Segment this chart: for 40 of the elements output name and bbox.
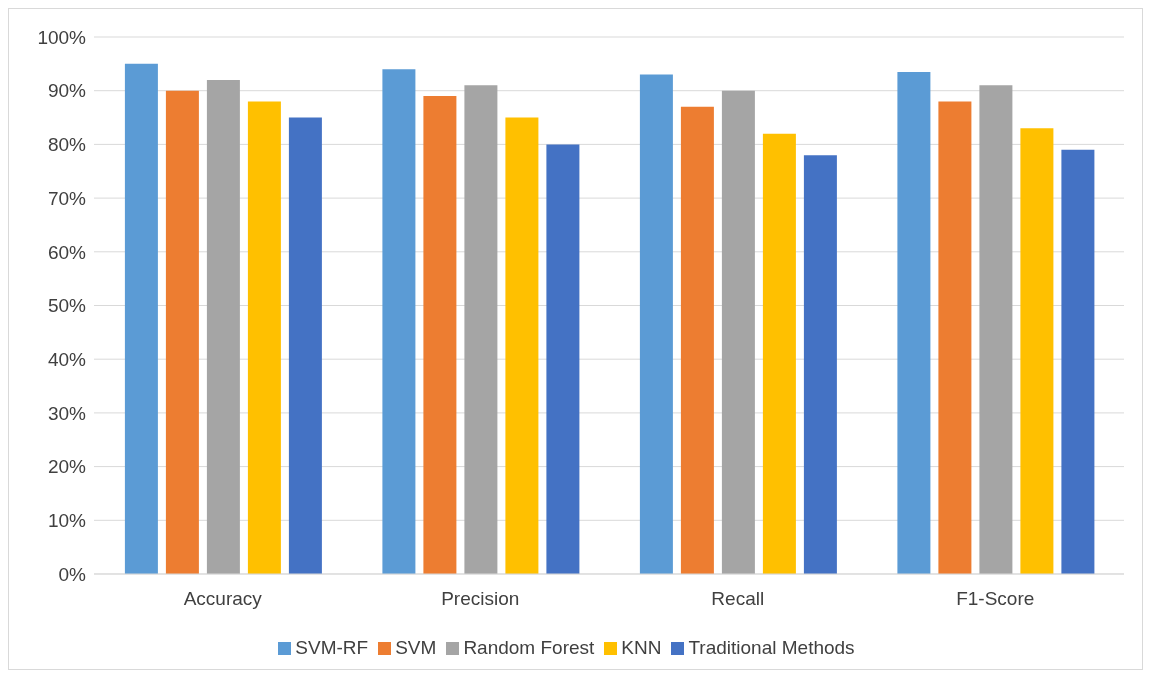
bar — [247, 101, 281, 574]
bar — [124, 63, 158, 574]
bar — [505, 117, 539, 574]
y-tick-label: 80% — [47, 134, 87, 156]
x-tick-label: F1-Score — [956, 588, 1035, 610]
y-tick-label: 40% — [47, 348, 87, 370]
bar — [803, 155, 837, 574]
bar — [165, 90, 199, 574]
y-tick-label: 50% — [47, 295, 87, 317]
bar — [1061, 149, 1095, 574]
y-tick-label: 70% — [47, 187, 87, 209]
y-tick-label: 90% — [47, 80, 87, 102]
x-tick-label: Precision — [441, 588, 520, 610]
bar — [464, 85, 498, 574]
bar — [897, 71, 931, 574]
legend-label: KNN — [621, 637, 662, 658]
y-tick-label: 10% — [47, 510, 87, 532]
bar — [1020, 128, 1054, 574]
y-tick-label: 100% — [37, 26, 87, 48]
y-tick-label: 0% — [58, 563, 87, 585]
bar — [639, 74, 673, 574]
x-tick-label: Recall — [711, 588, 765, 610]
bar — [206, 79, 240, 574]
legend-label: SVM — [395, 637, 437, 658]
bar — [762, 133, 796, 574]
bar — [382, 69, 416, 574]
legend-label: Traditional Methods — [688, 637, 855, 658]
y-tick-label: 60% — [47, 241, 87, 263]
legend-label: Random Forest — [463, 637, 595, 658]
legend-label: SVM-RF — [295, 637, 369, 658]
y-tick-label: 30% — [47, 402, 87, 424]
bar — [680, 106, 714, 574]
y-tick-label: 20% — [47, 456, 87, 478]
bar — [546, 144, 580, 574]
bar — [288, 117, 322, 574]
bar — [979, 85, 1013, 574]
bar — [423, 96, 457, 574]
bar — [938, 101, 972, 574]
bar — [721, 90, 755, 574]
x-tick-label: Accuracy — [183, 588, 263, 610]
